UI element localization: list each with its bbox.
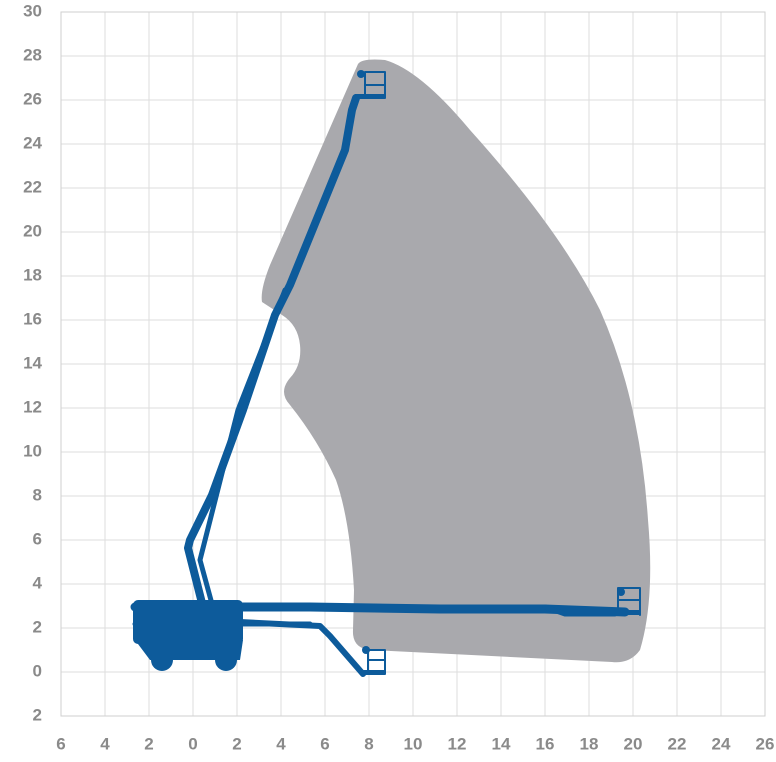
- y-tick-label: 28: [23, 45, 42, 64]
- working-envelope: [261, 59, 651, 663]
- y-tick-label: 20: [23, 221, 42, 240]
- y-tick-label: 8: [33, 485, 42, 504]
- x-tick-label: 6: [320, 734, 329, 753]
- platform: [617, 587, 641, 616]
- platform: [362, 670, 385, 675]
- platform: [367, 649, 386, 675]
- x-tick-label: 4: [100, 734, 110, 753]
- x-tick-label: 14: [492, 734, 511, 753]
- x-tick-label: 24: [712, 734, 731, 753]
- y-tick-label: 16: [23, 309, 42, 328]
- x-tick-label: 4: [276, 734, 286, 753]
- y-tick-label: 2: [33, 617, 42, 636]
- platform: [355, 94, 385, 99]
- chassis: [133, 600, 243, 644]
- y-tick-label: 0: [33, 661, 42, 680]
- platform: [615, 610, 640, 615]
- x-tick-label: 2: [144, 734, 153, 753]
- y-tick-label: 12: [23, 397, 42, 416]
- operator: [362, 646, 370, 654]
- y-tick-label: 22: [23, 177, 42, 196]
- operator: [617, 588, 625, 596]
- y-tick-label: 26: [23, 89, 42, 108]
- x-tick-label: 8: [364, 734, 373, 753]
- lower-boom: [237, 619, 366, 677]
- chassis: [135, 640, 243, 660]
- y-tick-label: 4: [33, 573, 43, 592]
- operator: [357, 70, 365, 78]
- x-tick-label: 20: [624, 734, 643, 753]
- horizontal-boom: [130, 602, 630, 617]
- boom-lift: [130, 70, 641, 677]
- x-tick-label: 10: [404, 734, 423, 753]
- x-tick-label: 16: [536, 734, 555, 753]
- boom-detail: [197, 287, 288, 618]
- x-tick-label: 2: [232, 734, 241, 753]
- x-tick-label: 12: [448, 734, 467, 753]
- y-tick-label: 18: [23, 265, 42, 284]
- x-tick-label: 26: [756, 734, 775, 753]
- x-tick-label: 22: [668, 734, 687, 753]
- y-tick-label: 2: [33, 705, 42, 724]
- x-tick-label: 18: [580, 734, 599, 753]
- y-tick-label: 24: [23, 133, 42, 152]
- platform: [364, 71, 386, 99]
- x-tick-label: 6: [56, 734, 65, 753]
- y-tick-label: 6: [33, 529, 42, 548]
- plot-frame: [60, 11, 766, 717]
- y-tick-label: 10: [23, 441, 42, 460]
- x-tick-label: 0: [188, 734, 197, 753]
- y-tick-label: 30: [23, 1, 42, 20]
- y-tick-label: 14: [23, 353, 42, 372]
